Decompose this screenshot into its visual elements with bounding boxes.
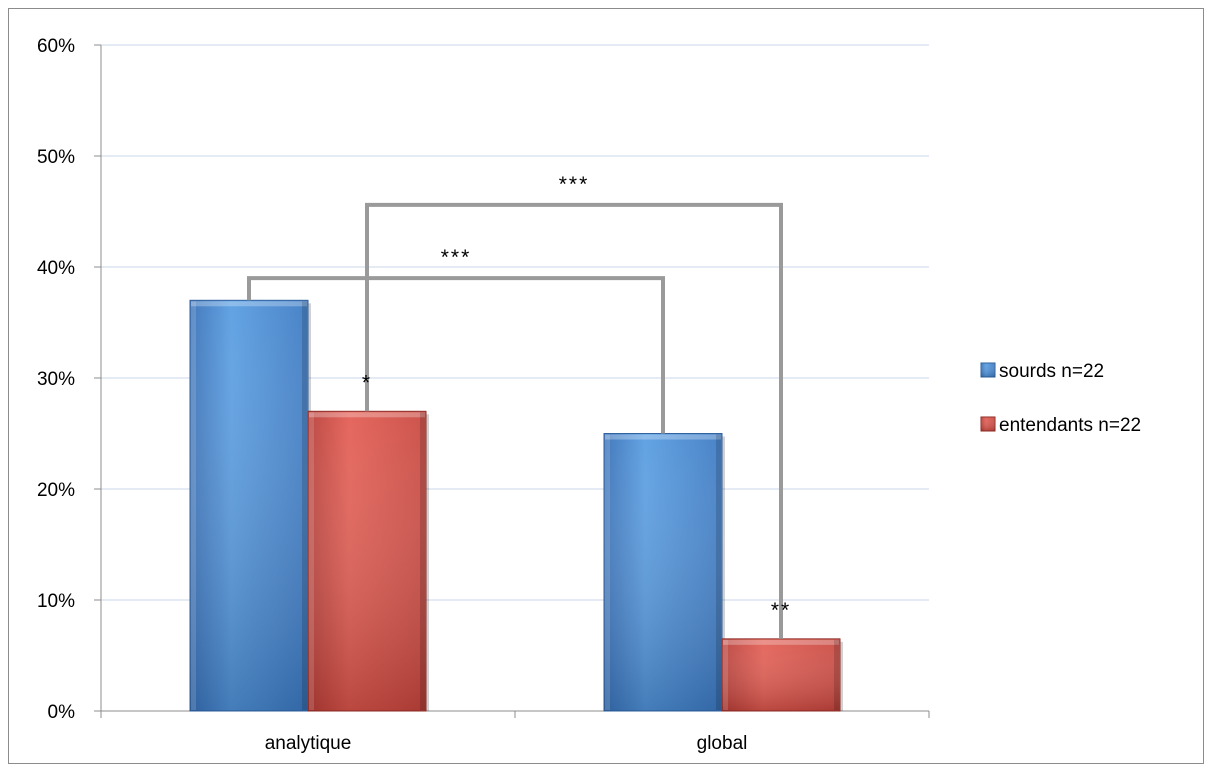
significance-bracket — [365, 202, 783, 639]
legend-swatch — [980, 416, 996, 432]
bar-significance-mark: * — [362, 371, 372, 394]
bar — [307, 410, 429, 712]
legend: sourds n=22 entendants n=22 — [980, 361, 1141, 436]
significance-label: *** — [441, 246, 472, 269]
chart-container: 0% 10% 20% 30% 40% 50% 60% analytique global ***… — [8, 8, 1204, 764]
significance-annotations: ********* — [247, 173, 791, 639]
y-tick-label: 30% — [37, 369, 75, 390]
y-tick-label: 20% — [37, 480, 75, 501]
legend-swatch — [980, 362, 996, 378]
significance-label: *** — [559, 173, 590, 196]
bar — [189, 299, 311, 712]
y-tick-label: 10% — [37, 591, 75, 612]
y-tick-label: 40% — [37, 258, 75, 279]
significance-bracket — [247, 276, 665, 434]
axes: 0% 10% 20% 30% 40% 50% 60% analytique global — [37, 36, 930, 754]
y-tick-label: 60% — [37, 36, 75, 57]
legend-label: sourds n=22 — [999, 361, 1104, 382]
bar-significance-mark: ** — [771, 599, 791, 622]
bar — [603, 433, 725, 712]
bar — [721, 638, 843, 712]
bars — [189, 299, 843, 712]
y-tick-label: 0% — [48, 702, 76, 723]
x-category-label: analytique — [265, 733, 352, 754]
y-tick-label: 50% — [37, 147, 75, 168]
x-category-label: global — [697, 733, 748, 754]
legend-label: entendants n=22 — [999, 415, 1141, 436]
bar-chart: 0%10%20%30%40%50%60%analytique global ***… — [37, 36, 1141, 754]
